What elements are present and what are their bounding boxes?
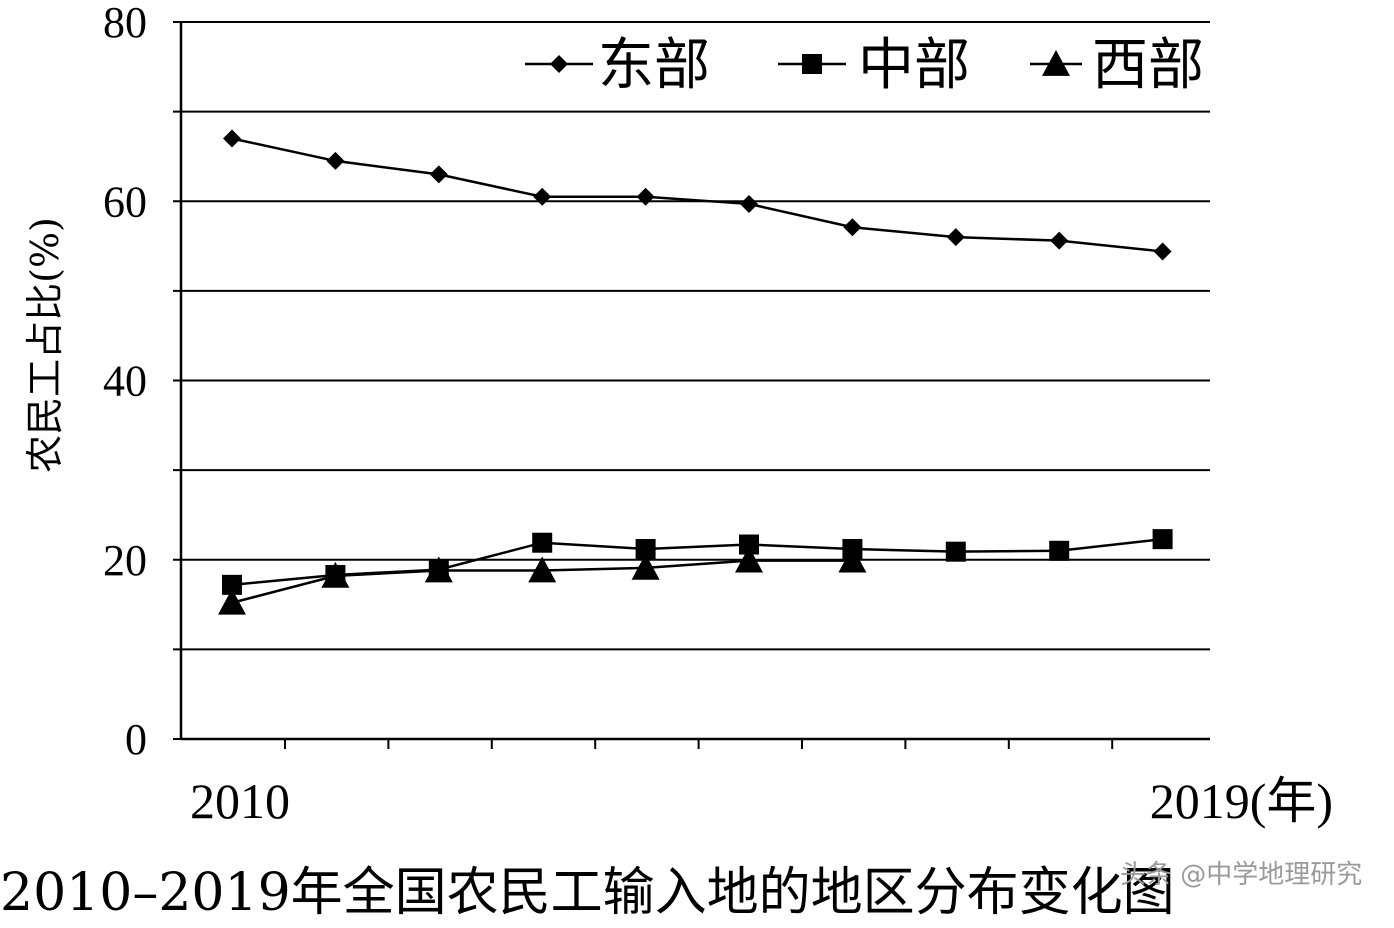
- data-point: [843, 218, 862, 237]
- data-point: [429, 165, 448, 184]
- y-tick-label: 20: [103, 536, 147, 585]
- data-point: [1050, 231, 1069, 250]
- y-tick-label: 0: [125, 715, 147, 764]
- series-square: [222, 529, 1173, 595]
- data-point: [424, 556, 453, 583]
- data-point: [1042, 50, 1070, 76]
- data-point: [222, 574, 242, 595]
- data-point: [1153, 242, 1172, 261]
- legend-label: 西部: [1092, 33, 1204, 98]
- data-point: [528, 556, 557, 583]
- data-point: [1049, 540, 1070, 561]
- data-point: [946, 228, 965, 247]
- legend-label: 中部: [858, 33, 970, 98]
- watermark: 头条 @中学地理研究: [1120, 860, 1363, 890]
- legend-item: 西部: [1030, 33, 1204, 98]
- data-point: [740, 194, 758, 213]
- data-point: [945, 541, 966, 562]
- series-line: [231, 537, 1163, 587]
- data-point: [218, 588, 246, 615]
- series-triangle: [218, 546, 867, 615]
- series-lines: [218, 129, 1173, 615]
- data-point: [802, 54, 822, 74]
- y-tick-label: 60: [103, 177, 147, 226]
- legend-item: 东部: [525, 33, 710, 98]
- x-tick-label: 2010: [190, 773, 290, 829]
- data-point: [1152, 529, 1173, 550]
- chart-title: 2010–2019年全国农民工输入地的地区分布变化图: [0, 863, 1175, 923]
- axes: 0 20 40 60 80 2010 2019(年): [103, 0, 1333, 829]
- legend: 东部 中部 西部: [525, 33, 1204, 98]
- data-point: [533, 187, 552, 206]
- data-point: [550, 55, 568, 73]
- x-tick-label: 2019(年): [1150, 773, 1333, 829]
- data-point: [223, 129, 241, 148]
- data-point: [739, 534, 759, 555]
- legend-item: 中部: [778, 33, 970, 98]
- legend-label: 东部: [598, 33, 710, 98]
- y-tick-label: 40: [103, 357, 147, 406]
- y-tick-label: 80: [103, 0, 147, 47]
- data-point: [635, 538, 656, 559]
- series-diamond: [223, 129, 1172, 261]
- data-point: [735, 546, 763, 573]
- data-point: [838, 546, 867, 573]
- data-point: [321, 561, 350, 588]
- data-point: [636, 187, 655, 206]
- data-point: [532, 532, 553, 553]
- series-line: [231, 137, 1163, 253]
- data-point: [326, 151, 345, 170]
- y-axis-label: 农民工占比(%): [23, 217, 67, 473]
- data-point: [631, 553, 660, 580]
